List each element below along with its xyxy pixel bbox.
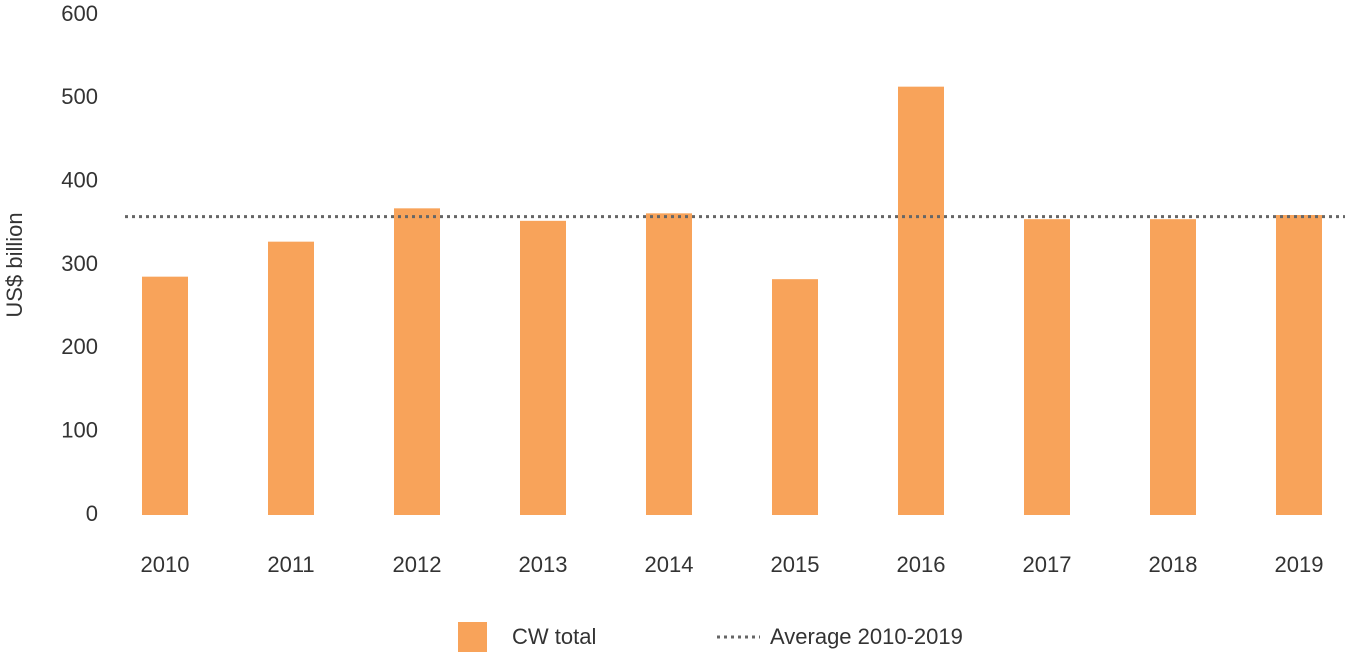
x-tick-label: 2014 — [645, 552, 694, 577]
legend-swatch — [458, 622, 487, 652]
y-axis-label: US$ billion — [2, 212, 27, 317]
y-tick-label: 600 — [61, 1, 98, 26]
x-tick-label: 2019 — [1275, 552, 1324, 577]
x-tick-label: 2017 — [1023, 552, 1072, 577]
legend-label: CW total — [512, 624, 596, 649]
x-tick-label: 2013 — [519, 552, 568, 577]
legend-label: Average 2010-2019 — [770, 624, 963, 649]
y-tick-label: 300 — [61, 251, 98, 276]
bar — [646, 213, 692, 516]
bar — [1276, 215, 1322, 515]
x-tick-label: 2018 — [1149, 552, 1198, 577]
y-tick-label: 200 — [61, 334, 98, 359]
bar — [520, 220, 566, 516]
y-tick-label: 400 — [61, 167, 98, 192]
bar — [1150, 219, 1196, 515]
bar — [1024, 219, 1070, 515]
y-tick-label: 500 — [61, 84, 98, 109]
bar — [142, 276, 188, 515]
x-tick-label: 2011 — [267, 552, 314, 577]
x-tick-label: 2016 — [897, 552, 946, 577]
y-tick-label: 100 — [61, 417, 98, 442]
y-tick-label: 0 — [86, 501, 98, 526]
bar — [394, 208, 440, 516]
x-tick-label: 2012 — [393, 552, 442, 577]
x-tick-label: 2010 — [141, 552, 190, 577]
bar — [268, 241, 314, 515]
bar — [772, 279, 818, 515]
x-tick-label: 2015 — [771, 552, 820, 577]
bar — [898, 86, 944, 516]
